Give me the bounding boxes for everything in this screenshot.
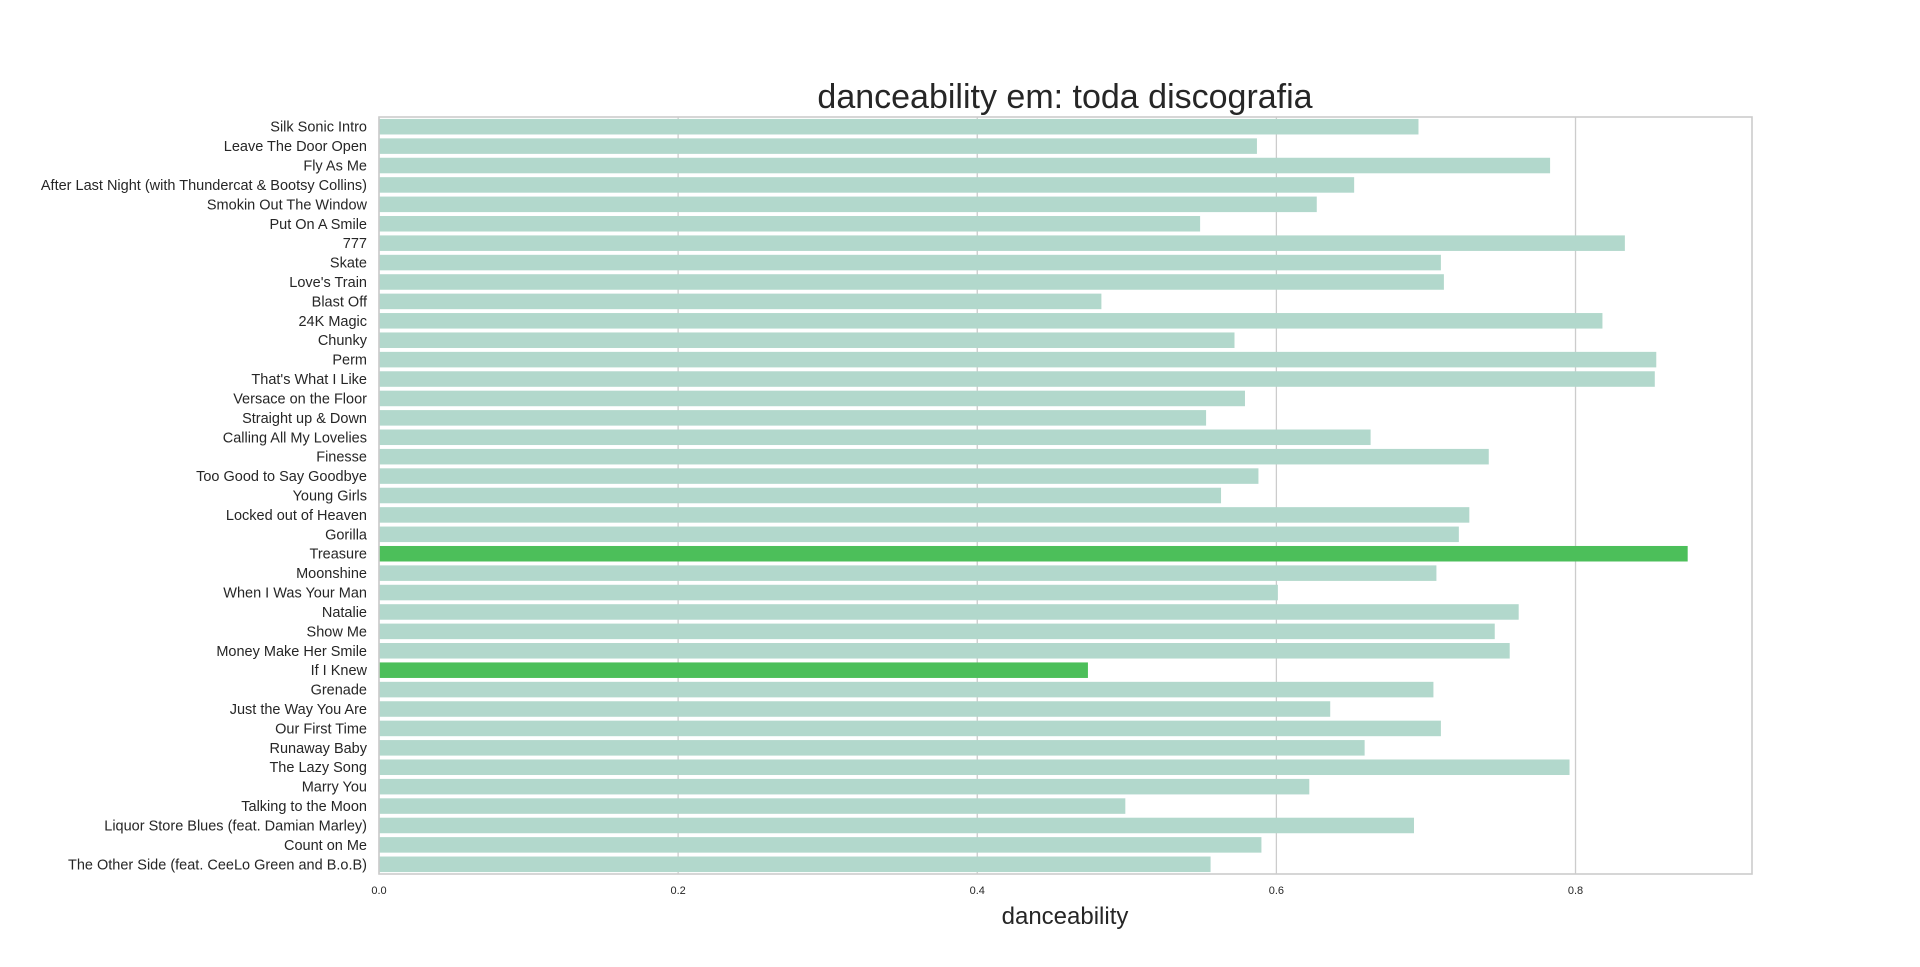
bar (379, 371, 1655, 387)
y-tick-label: Straight up & Down (242, 411, 367, 427)
bar (379, 565, 1437, 581)
bar (379, 351, 1657, 368)
bar (379, 254, 1441, 271)
y-tick-label: Gorilla (325, 527, 368, 543)
y-tick-label: Locked out of Heaven (226, 508, 367, 524)
y-tick-label: Marry You (302, 780, 367, 796)
bar (379, 856, 1211, 873)
bar (379, 313, 1603, 329)
y-tick-label: Smokin Out The Window (207, 197, 368, 213)
bar (379, 274, 1444, 290)
y-tick-label: Put On A Smile (269, 217, 367, 233)
bar (379, 837, 1262, 853)
y-tick-label: Moonshine (296, 566, 367, 582)
y-tick-label: Count on Me (284, 838, 367, 854)
bar (379, 332, 1235, 348)
y-tick-label: Liquor Store Blues (feat. Damian Marley) (104, 818, 367, 834)
y-tick-label: Money Make Her Smile (216, 644, 367, 660)
bar (379, 235, 1625, 251)
bar (379, 643, 1510, 659)
y-tick-label: If I Knew (311, 663, 368, 679)
y-tick-label: Blast Off (312, 294, 368, 310)
bar (379, 507, 1470, 523)
y-tick-label: Calling All My Lovelies (223, 430, 367, 446)
bar (379, 487, 1222, 504)
bar (379, 448, 1489, 465)
y-tick-label: Finesse (316, 450, 367, 466)
x-tick-label: 0.4 (970, 885, 985, 897)
x-tick-label: 0.2 (670, 885, 685, 897)
bar (379, 177, 1355, 193)
y-tick-label: Skate (330, 256, 367, 272)
bar (379, 138, 1257, 154)
y-tick-label: Just the Way You Are (230, 702, 367, 718)
y-tick-label: Show Me (307, 624, 367, 640)
y-tick-label: Treasure (310, 547, 367, 563)
plot-frame (378, 116, 1753, 875)
bar (379, 817, 1414, 834)
y-tick-label: Runaway Baby (269, 741, 367, 757)
y-tick-label: The Lazy Song (269, 760, 367, 776)
x-tick-label: 0.0 (371, 885, 386, 897)
y-tick-label: Young Girls (293, 489, 367, 505)
bar (379, 293, 1102, 310)
bars (379, 118, 1688, 873)
y-tick-label: Silk Sonic Intro (270, 120, 367, 136)
bar (379, 584, 1278, 601)
bar (379, 390, 1245, 407)
bar (379, 196, 1317, 213)
bar (379, 662, 1088, 678)
bar (379, 701, 1331, 717)
y-tick-label: 777 (343, 236, 367, 252)
y-tick-label: Chunky (318, 333, 368, 349)
bar (379, 468, 1259, 484)
x-tick-label: 0.8 (1568, 885, 1583, 897)
bar (379, 623, 1495, 640)
x-axis-label: danceability (1002, 903, 1129, 930)
y-axis-tick-labels: Silk Sonic Intro Leave The Door Open Fly A… (41, 120, 368, 874)
y-tick-label: Talking to the Moon (241, 799, 367, 815)
y-tick-label: Love's Train (289, 275, 367, 291)
bar (379, 798, 1126, 814)
y-tick-label: That's What I Like (251, 372, 367, 388)
bar (379, 720, 1441, 737)
y-tick-label: After Last Night (with Thundercat & Boot… (41, 178, 367, 194)
y-tick-label: Versace on the Floor (233, 391, 367, 407)
y-tick-label: Grenade (311, 683, 367, 699)
x-tick-label: 0.6 (1269, 885, 1284, 897)
bar (379, 157, 1551, 174)
y-tick-label: Natalie (322, 605, 367, 621)
y-tick-label: Our First Time (275, 721, 367, 737)
bar (379, 740, 1365, 756)
y-tick-label: Fly As Me (303, 159, 367, 175)
bar (379, 118, 1419, 135)
bar (379, 681, 1434, 698)
bar (379, 215, 1201, 232)
bar (379, 778, 1310, 795)
x-axis-tick-labels: 0.0 0.2 0.4 0.6 0.8 (371, 885, 1583, 897)
bar (379, 526, 1459, 543)
chart-title: danceability em: toda discografia (817, 78, 1312, 116)
y-tick-label: 24K Magic (298, 314, 367, 330)
y-tick-label: Leave The Door Open (224, 139, 367, 155)
y-tick-label: Perm (332, 353, 367, 369)
y-tick-label: When I Was Your Man (223, 586, 367, 602)
bar (379, 759, 1570, 776)
y-tick-label: Too Good to Say Goodbye (196, 469, 367, 485)
bar (379, 545, 1688, 562)
bar (379, 604, 1519, 620)
bar (379, 429, 1371, 446)
y-tick-label: The Other Side (feat. CeeLo Green and B.… (68, 857, 367, 873)
bar (379, 410, 1207, 426)
